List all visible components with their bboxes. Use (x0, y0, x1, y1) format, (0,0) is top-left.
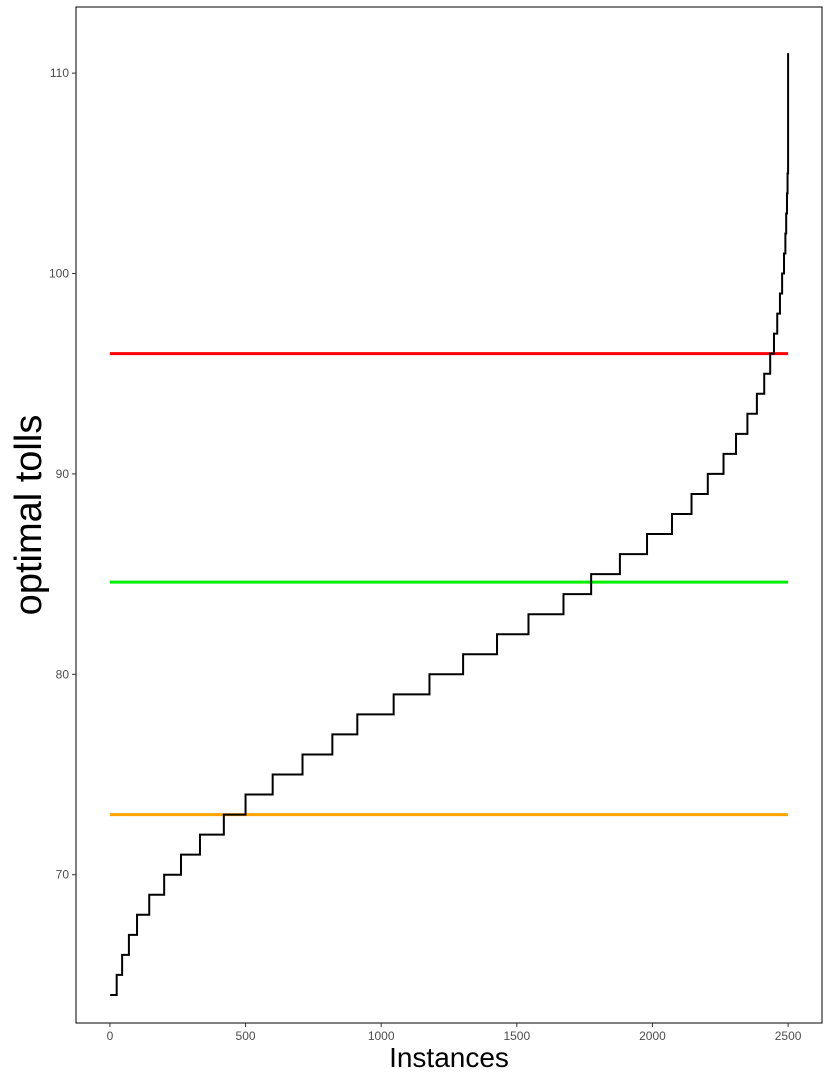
y-tick-label: 90 (56, 467, 70, 481)
x-tick-label: 1000 (368, 1029, 395, 1043)
x-tick-label: 1500 (503, 1029, 530, 1043)
reference-lines (109, 352, 789, 817)
y-tick-label: 70 (56, 868, 70, 882)
series-group (110, 53, 790, 996)
x-tick-label: 0 (107, 1029, 114, 1043)
y-axis: 70 80 90 100 110 (49, 66, 76, 882)
x-tick-label: 2500 (775, 1029, 802, 1043)
x-tick-label: 500 (236, 1029, 256, 1043)
data-series-line (110, 53, 790, 996)
y-tick-label: 100 (49, 267, 69, 281)
x-axis: 0 500 1000 1500 2000 2500 (107, 1023, 802, 1043)
x-tick-label: 2000 (639, 1029, 666, 1043)
panel-border (75, 6, 823, 1024)
y-tick-label: 110 (50, 66, 69, 80)
x-axis-title: Instances (389, 1042, 509, 1073)
y-axis-title: optimal tolls (8, 415, 50, 616)
y-tick-label: 80 (56, 667, 70, 681)
